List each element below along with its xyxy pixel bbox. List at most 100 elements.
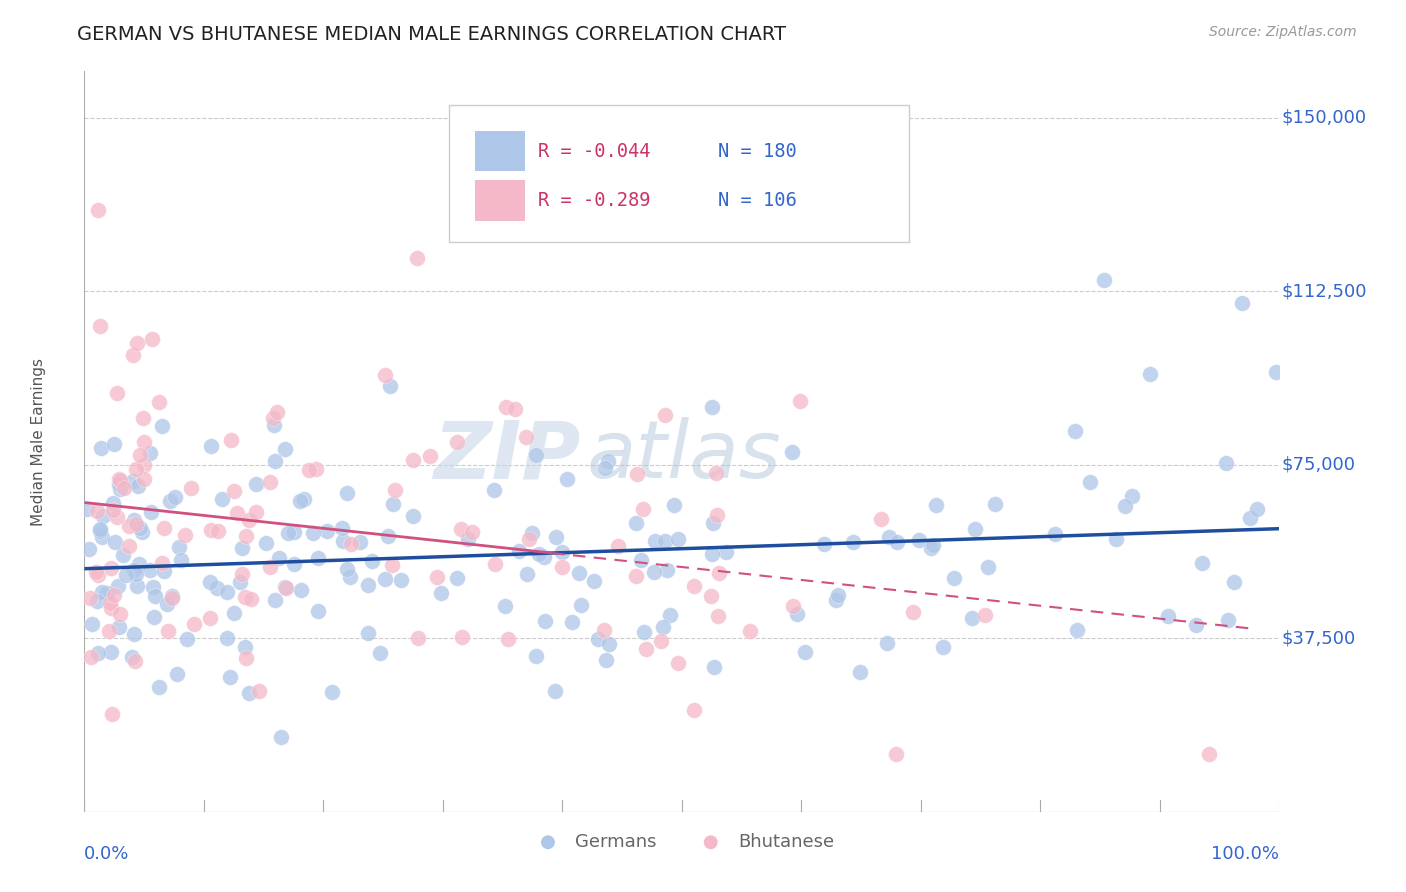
Point bbox=[233, 640, 256, 655]
Point bbox=[636, 642, 658, 657]
Point bbox=[142, 580, 165, 594]
Point bbox=[561, 615, 583, 629]
Point bbox=[780, 445, 803, 459]
Point bbox=[965, 522, 987, 536]
Point bbox=[644, 533, 666, 548]
Point bbox=[125, 517, 148, 532]
Point bbox=[307, 551, 329, 566]
Point bbox=[402, 452, 425, 467]
Text: $75,000: $75,000 bbox=[1282, 456, 1355, 474]
Point bbox=[86, 646, 108, 660]
Point bbox=[283, 557, 305, 571]
Bar bbox=[475, 180, 526, 221]
Point bbox=[349, 535, 371, 549]
Point bbox=[153, 521, 176, 535]
Point bbox=[76, 501, 98, 516]
Point bbox=[264, 593, 287, 607]
Point bbox=[494, 599, 516, 613]
Point bbox=[104, 535, 127, 549]
Text: atlas: atlas bbox=[586, 417, 782, 495]
Point bbox=[943, 571, 966, 585]
Point bbox=[1139, 368, 1161, 382]
Point bbox=[89, 524, 111, 538]
Point bbox=[974, 608, 997, 623]
Point bbox=[103, 437, 125, 451]
Point bbox=[886, 534, 908, 549]
Point bbox=[461, 524, 484, 539]
Point bbox=[100, 645, 122, 659]
Point bbox=[170, 552, 193, 566]
Point bbox=[82, 617, 104, 632]
Point bbox=[231, 541, 253, 556]
Point bbox=[122, 474, 145, 488]
Point bbox=[714, 545, 737, 559]
Point bbox=[288, 493, 311, 508]
Point bbox=[96, 586, 118, 600]
Legend: Germans, Bhutanese: Germans, Bhutanese bbox=[523, 826, 841, 858]
Point bbox=[129, 448, 152, 462]
Point bbox=[114, 568, 136, 582]
Point bbox=[450, 522, 472, 536]
Point bbox=[633, 501, 655, 516]
Point bbox=[89, 318, 111, 333]
Point bbox=[198, 610, 221, 624]
Point bbox=[105, 385, 128, 400]
Point bbox=[1043, 526, 1066, 541]
Point bbox=[368, 647, 391, 661]
Point bbox=[118, 539, 141, 553]
Point bbox=[239, 592, 262, 607]
Text: GERMAN VS BHUTANESE MEDIAN MALE EARNINGS CORRELATION CHART: GERMAN VS BHUTANESE MEDIAN MALE EARNINGS… bbox=[77, 25, 786, 44]
Point bbox=[508, 544, 530, 558]
Point bbox=[101, 706, 124, 721]
Point bbox=[292, 491, 315, 506]
Text: ZIP: ZIP bbox=[433, 417, 581, 495]
Point bbox=[103, 496, 125, 510]
Point bbox=[381, 497, 404, 511]
Text: R = -0.044: R = -0.044 bbox=[538, 142, 651, 161]
Point bbox=[683, 579, 706, 593]
Point bbox=[77, 541, 100, 556]
Point bbox=[122, 563, 145, 577]
Point bbox=[668, 656, 690, 670]
Point bbox=[305, 462, 328, 476]
Point bbox=[430, 586, 453, 600]
Point bbox=[782, 599, 804, 613]
Point bbox=[813, 537, 835, 551]
Point bbox=[107, 620, 129, 634]
Point bbox=[654, 534, 676, 549]
Point bbox=[700, 548, 723, 562]
Point bbox=[920, 541, 942, 556]
Point bbox=[522, 525, 544, 540]
Point bbox=[90, 441, 112, 455]
Point bbox=[426, 570, 449, 584]
Point bbox=[484, 557, 506, 571]
Point bbox=[165, 491, 187, 505]
Point bbox=[1230, 295, 1253, 310]
Point bbox=[298, 463, 321, 477]
Point bbox=[127, 479, 149, 493]
Point bbox=[89, 522, 111, 536]
Point bbox=[266, 405, 288, 419]
Point bbox=[842, 535, 865, 549]
Point bbox=[824, 592, 846, 607]
Point bbox=[527, 547, 550, 561]
Point bbox=[706, 466, 728, 480]
Point bbox=[274, 582, 297, 596]
Point bbox=[446, 571, 468, 585]
Point bbox=[703, 660, 725, 674]
Point bbox=[262, 411, 284, 425]
Point bbox=[176, 632, 198, 647]
Point bbox=[402, 508, 425, 523]
Point bbox=[630, 553, 652, 567]
Point bbox=[231, 566, 253, 581]
Point bbox=[79, 591, 101, 606]
Point bbox=[159, 494, 181, 508]
Point bbox=[330, 521, 353, 535]
Point bbox=[263, 454, 285, 468]
Point bbox=[457, 532, 479, 546]
Point bbox=[229, 574, 252, 589]
Point bbox=[700, 589, 723, 603]
Point bbox=[901, 605, 924, 619]
Point bbox=[706, 609, 728, 624]
Point bbox=[108, 607, 131, 621]
